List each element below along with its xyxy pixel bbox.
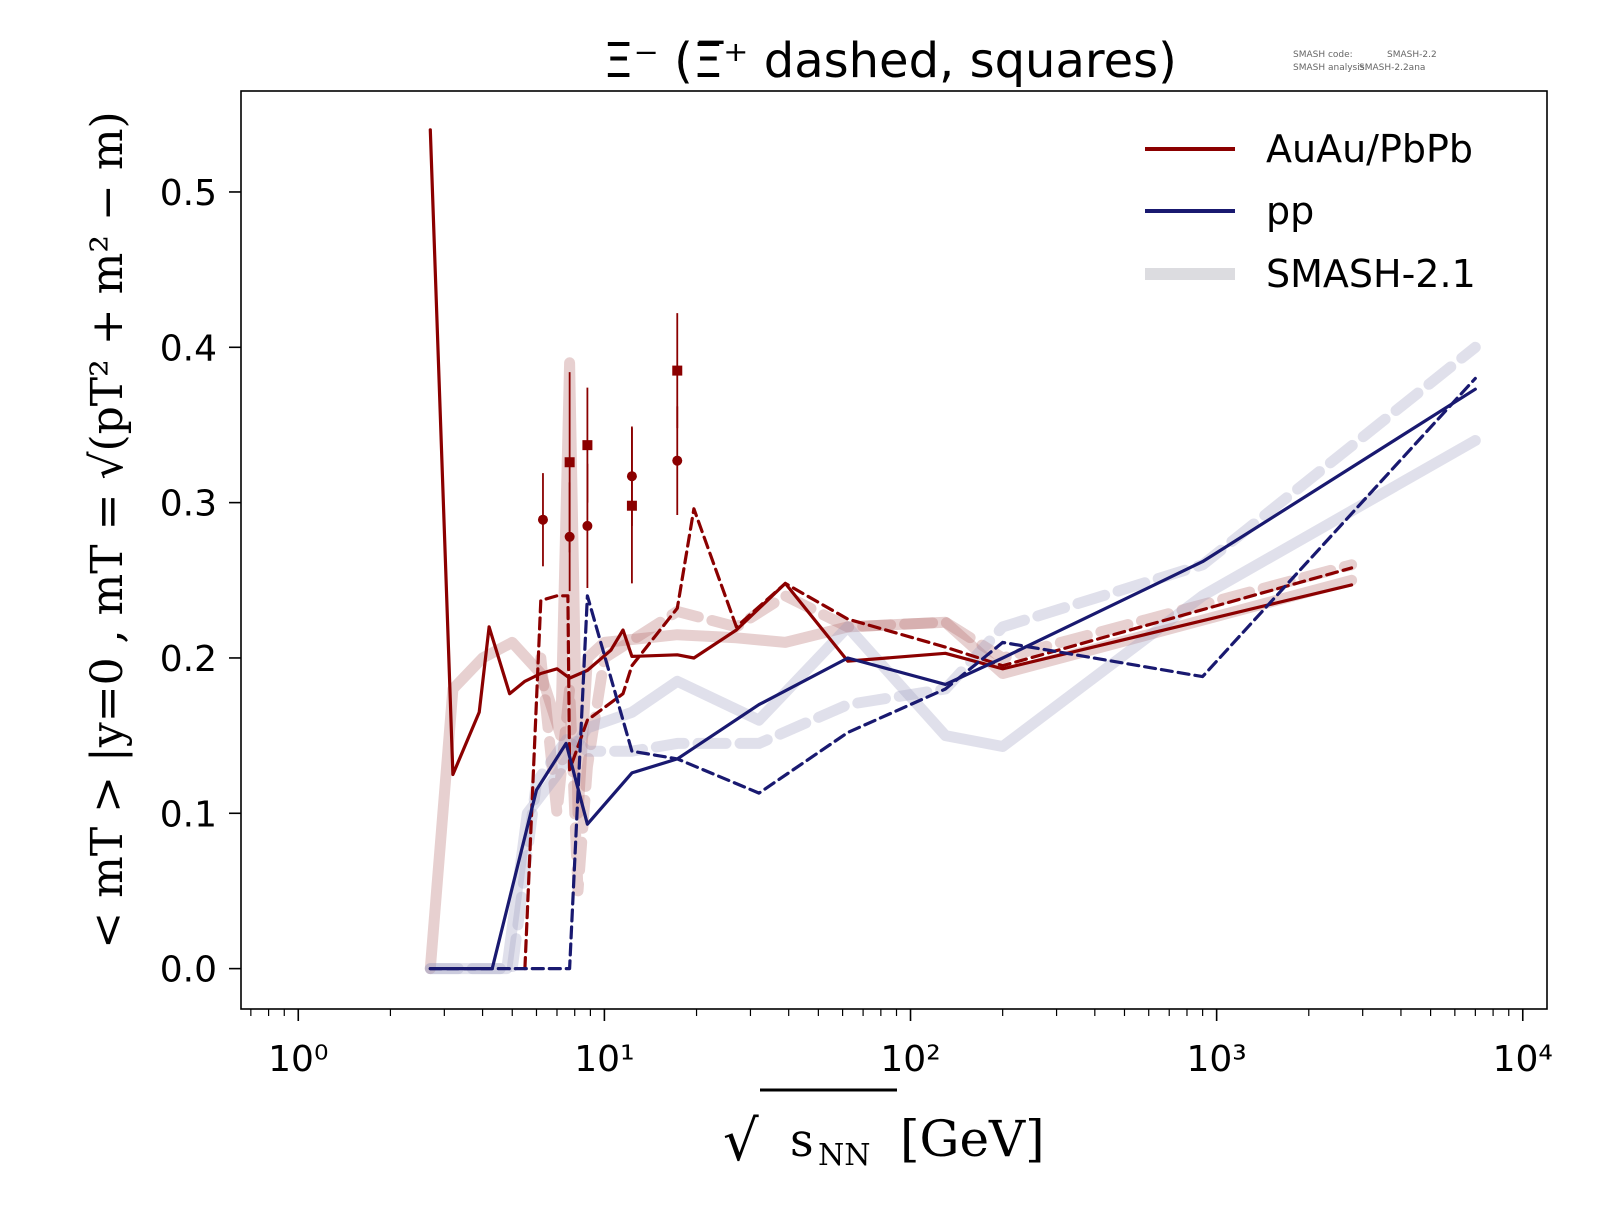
data-point-square [582, 440, 593, 451]
x-axis-label: √ s NN [GeV] [723, 1088, 1045, 1174]
series-line-smash-2-1-pp- [424, 341, 1481, 975]
smash-code-label: SMASH code: [1293, 50, 1353, 60]
y-tick-label: 0.5 [160, 173, 217, 214]
x-axis-sqrt-sign: √ [723, 1109, 759, 1174]
series-line--pp [428, 376, 1477, 971]
data-point-square [626, 500, 637, 511]
y-tick-label: 0.3 [160, 484, 217, 525]
legend-label-auau: AuAu/PbPb [1266, 127, 1473, 171]
x-tick-label: 10³ [1187, 1039, 1247, 1080]
series-line--auau-pbpb [523, 507, 1354, 971]
legend-label-smash: SMASH-2.1 [1266, 252, 1476, 296]
tick-labels: 10⁰ 10¹ 10² 10³ 10⁴ 0.0 0.1 0.2 0.3 0.4 0.5 [160, 173, 1553, 1080]
series-line-auau-pbpb [428, 128, 1354, 777]
x-tick-label: 10¹ [574, 1039, 634, 1080]
x-tick-label: 10⁰ [268, 1039, 328, 1080]
data-point-circle [537, 514, 548, 525]
plot-area [240, 90, 1548, 1010]
y-tick-label: 0.0 [160, 950, 217, 991]
x-tick-label: 10⁴ [1493, 1039, 1553, 1080]
y-tick-label: 0.2 [160, 639, 217, 680]
series-line-smash-2-1-pp [424, 435, 1481, 975]
series-line-pp [428, 387, 1477, 971]
x-axis-s: s [790, 1113, 814, 1167]
series-layer [424, 128, 1481, 975]
y-tick-label: 0.4 [160, 328, 217, 369]
x-tick-label: 10² [880, 1039, 940, 1080]
data-point-square [672, 365, 683, 376]
data-point-square [564, 457, 575, 468]
smash-analysis-label: SMASH analysis: [1293, 63, 1367, 73]
chart-title: Ξ⁻ (Ξ̅⁺ dashed, squares) [603, 33, 1177, 89]
smash-analysis-value: SMASH-2.2ana [1359, 63, 1425, 73]
data-point-circle [672, 455, 683, 466]
y-tick-label: 0.1 [160, 794, 217, 835]
axis-ticks [229, 191, 1524, 1021]
y-axis-label: < mT > |y=0 , mT = √(pT² + m² − m) [82, 111, 133, 948]
legend: AuAu/PbPb pp SMASH-2.1 [1145, 127, 1476, 296]
x-axis-unit: [GeV] [900, 1110, 1045, 1168]
smash-version-note: SMASH code: SMASH-2.2 SMASH analysis: SM… [1293, 50, 1437, 73]
data-points-layer [537, 313, 683, 592]
legend-label-pp: pp [1266, 189, 1314, 233]
series-line-smash-2-1- [535, 559, 1358, 897]
series-line-smash-2-1 [424, 357, 1358, 975]
data-point-circle [582, 520, 593, 531]
smash-code-value: SMASH-2.2 [1387, 50, 1437, 60]
x-axis-sub: NN [818, 1138, 871, 1173]
